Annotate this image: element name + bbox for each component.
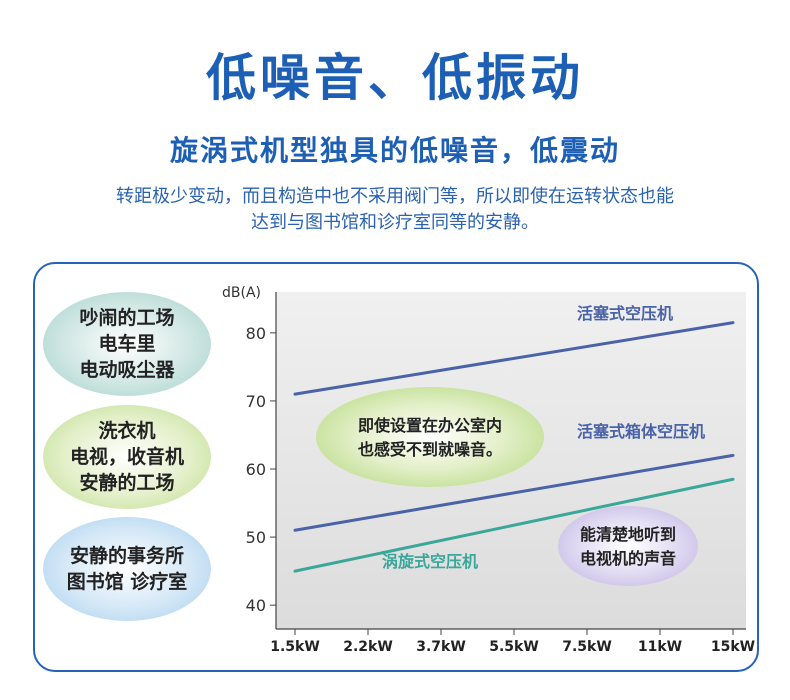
description-line-2: 达到与图书馆和诊疗室同等的安静。 [251,212,539,233]
description-line-1: 转距极少变动，而且构造中也不采用阀门等，所以即使在运转状态也能 [116,186,674,207]
page-title: 低噪音、低振动 [206,49,584,107]
annotation-tv-audible-line-1: 能清楚地听到 [580,525,676,544]
y-tick-label-50: 50 [246,528,266,547]
annotation-office-quiet-bubble [316,387,544,487]
noise-level-bubble-loud: 吵闹的工场 电车里 电动吸尘器 [43,292,211,396]
series-label-1: 活塞式箱体空压机 [577,422,705,441]
y-tick-label-40: 40 [246,596,266,615]
page-subtitle: 旋涡式机型独具的低噪音，低震动 [169,134,620,167]
x-tick-label-1: 2.2kW [343,639,393,655]
annotation-office-quiet: 即使设置在办公室内 也感受不到就噪音。 [316,387,544,487]
x-tick-label-2: 3.7kW [416,639,466,655]
x-tick-label-4: 7.5kW [562,639,612,655]
y-tick-label-80: 80 [246,324,266,343]
annotation-tv-audible-line-2: 电视机的声音 [580,549,676,568]
series-line-2 [293,477,735,573]
x-tick-label-0: 1.5kW [270,639,320,655]
noise-level-bubble-quiet: 安静的事务所 图书馆 诊疗室 [43,517,211,621]
y-tick-label-60: 60 [246,460,266,479]
series-line-0 [293,321,735,396]
series-label-0: 活塞式空压机 [577,304,673,323]
annotation-tv-audible: 能清楚地听到 电视机的声音 [558,506,698,586]
annotation-office-quiet-line-2: 也感受不到就噪音。 [358,440,502,459]
x-tick-label-6: 15kW [711,639,755,655]
x-tick-label-5: 11kW [638,639,682,655]
y-tick-label-70: 70 [246,392,266,411]
series-line-1 [293,453,735,532]
annotation-tv-audible-bubble [558,506,698,586]
series-label-2: 涡旋式空压机 [382,552,478,571]
description: 转距极少变动，而且构造中也不采用阀门等，所以即使在运转状态也能 达到与图书馆和诊… [30,184,760,236]
annotation-office-quiet-line-1: 即使设置在办公室内 [358,416,502,435]
y-axis-label: dB(A) [222,285,261,301]
noise-level-bubble-medium: 洗衣机 电视，收音机 安静的工场 [43,405,211,509]
x-tick-label-3: 5.5kW [489,639,539,655]
